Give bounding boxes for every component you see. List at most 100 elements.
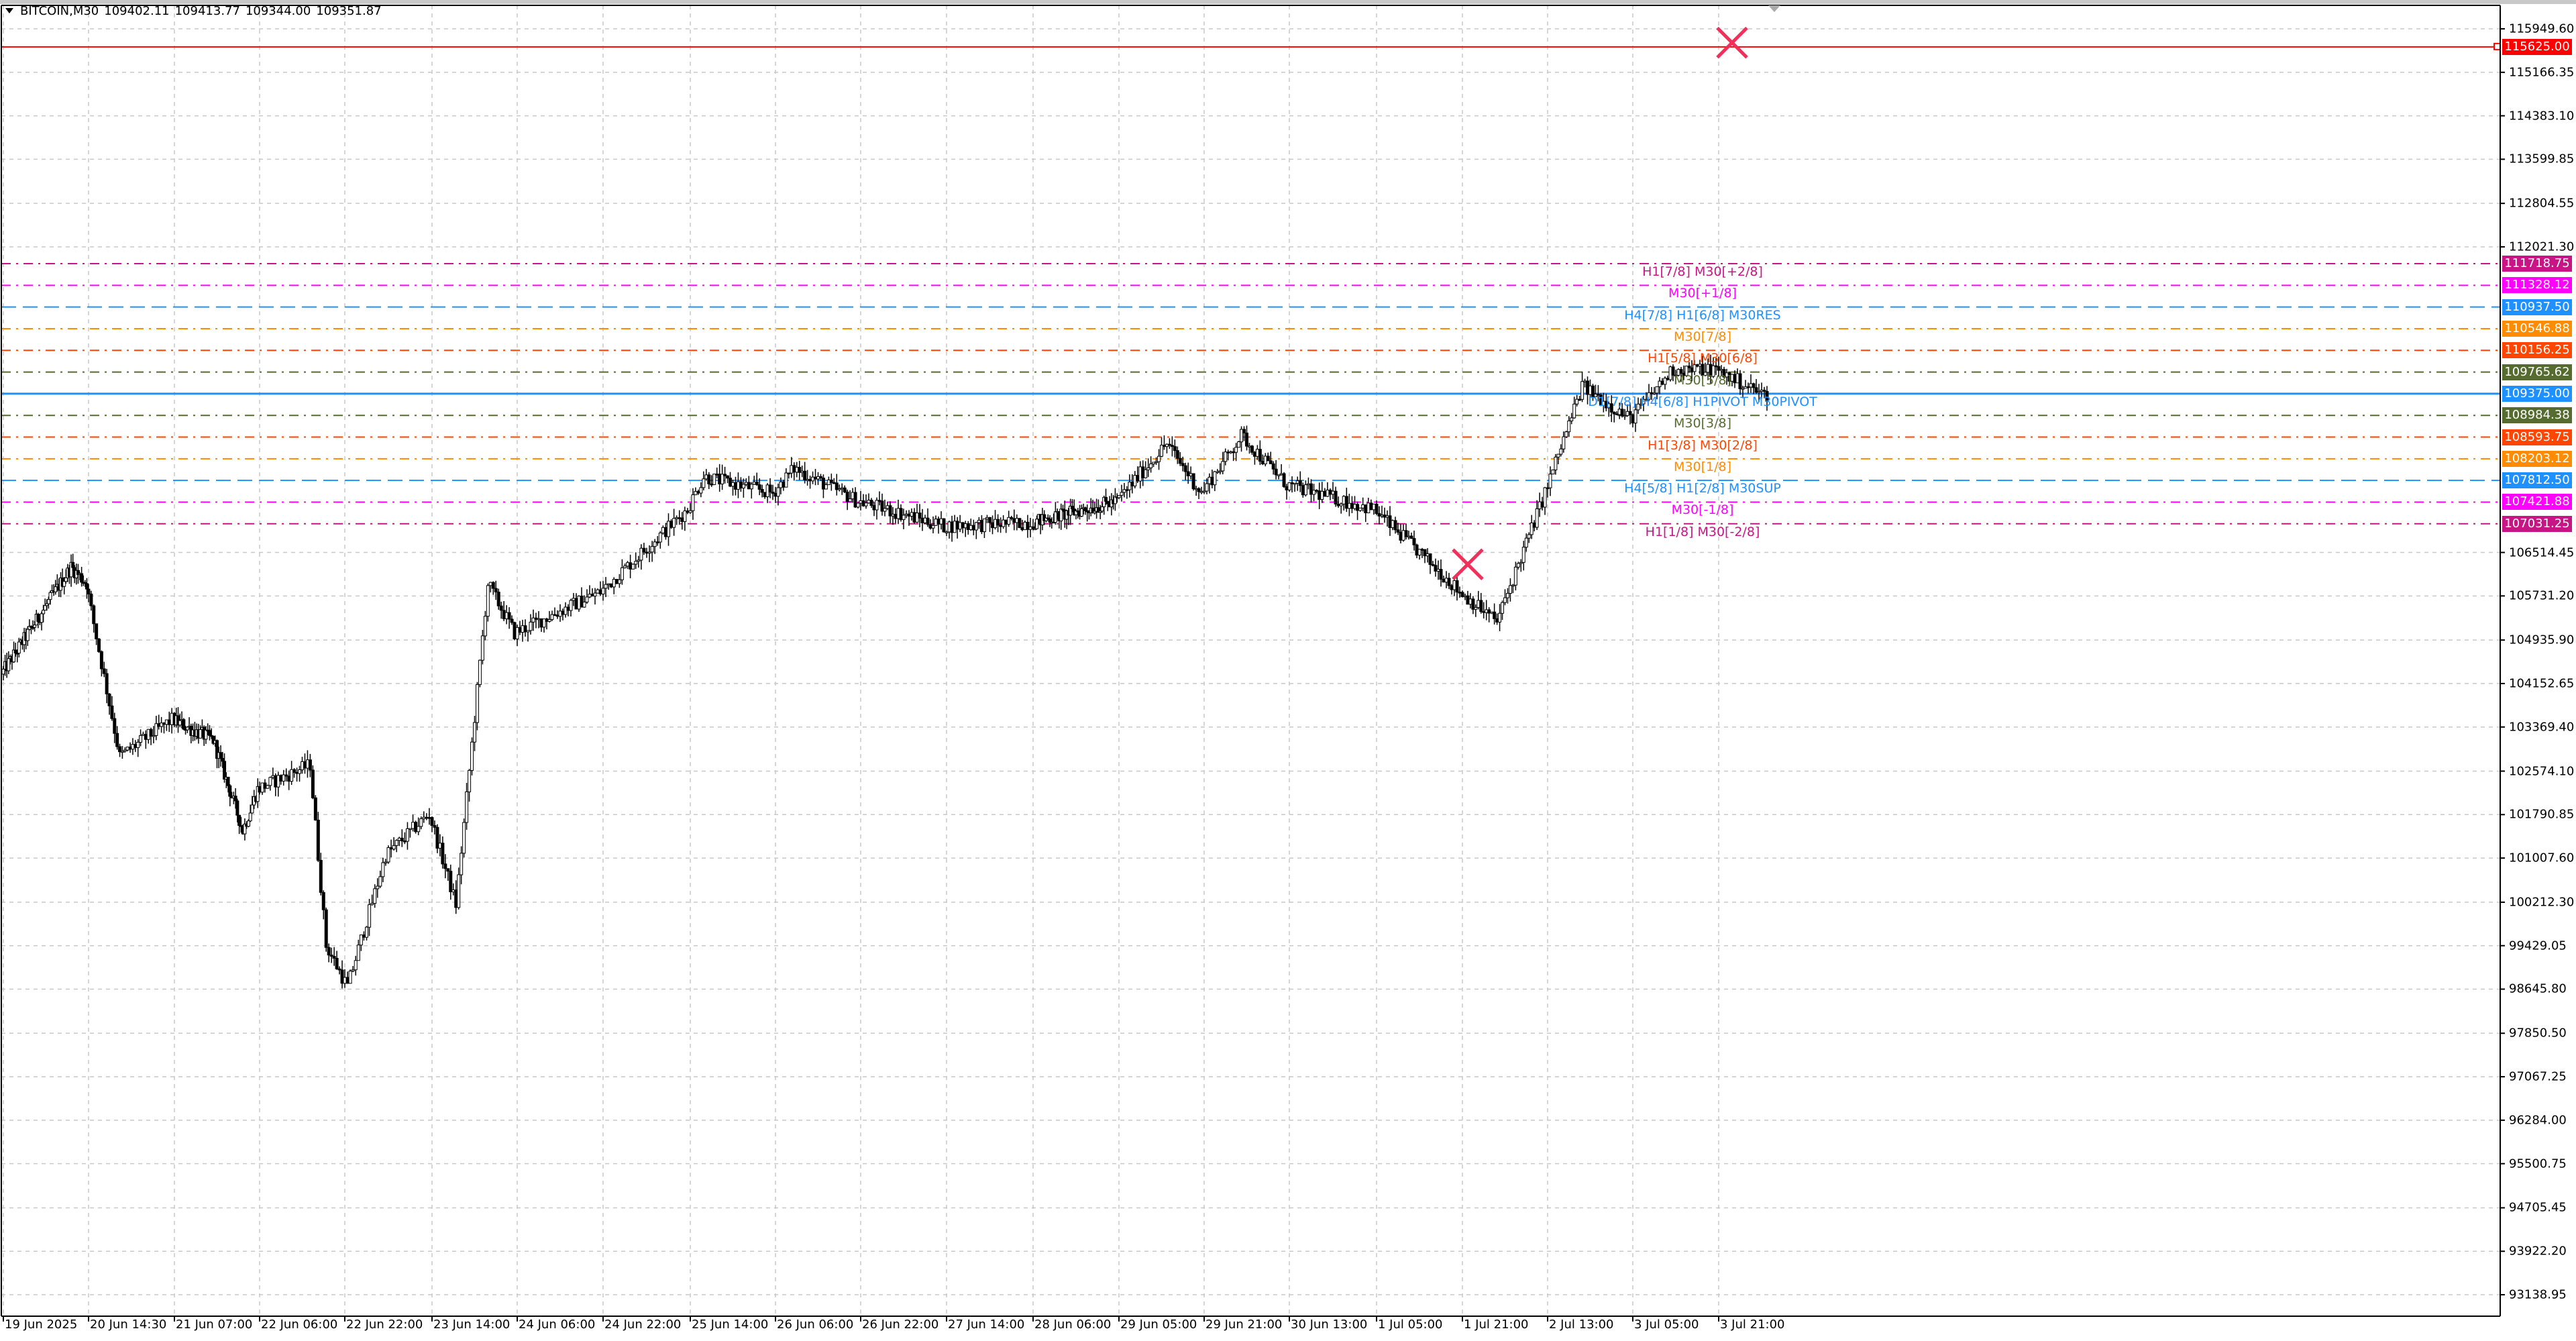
candle xyxy=(1570,413,1574,425)
level-label: D1[7/8] H4[6/8] H1PIVOT M30PIVOT xyxy=(1588,394,1817,409)
candle xyxy=(17,637,21,658)
line-handle[interactable] xyxy=(2493,42,2501,50)
candle xyxy=(1044,517,1048,523)
candle xyxy=(982,519,986,538)
candle xyxy=(1083,506,1087,515)
candle xyxy=(1224,448,1228,466)
candle xyxy=(531,609,535,631)
candle xyxy=(1548,466,1552,496)
level-price-label: 110937.50 xyxy=(2502,299,2572,315)
price-axis-label: 98645.80 xyxy=(2509,981,2567,996)
candle xyxy=(1623,409,1627,420)
candle xyxy=(1434,558,1438,577)
candle xyxy=(368,898,372,936)
candle xyxy=(1620,403,1624,418)
candle xyxy=(1471,596,1475,614)
candle xyxy=(1167,438,1171,449)
level-label: H1[5/8] M30[6/8] xyxy=(1648,351,1758,366)
candle xyxy=(33,621,37,632)
candle xyxy=(1120,484,1124,502)
candle xyxy=(853,487,857,508)
candle xyxy=(215,739,219,769)
candle xyxy=(207,725,211,741)
candle xyxy=(152,726,156,744)
candle xyxy=(1100,502,1104,513)
time-axis-label: 1 Jul 05:00 xyxy=(1378,1318,1443,1332)
candle xyxy=(1693,360,1697,376)
candle xyxy=(1652,386,1656,395)
candle xyxy=(642,543,646,555)
candle xyxy=(1516,561,1520,570)
candle xyxy=(771,484,775,500)
candle xyxy=(726,475,730,484)
candle xyxy=(329,947,333,963)
level-label: M30[5/8] xyxy=(1674,372,1731,388)
candle xyxy=(284,768,288,782)
candle xyxy=(102,661,106,678)
candle xyxy=(351,965,355,973)
candle xyxy=(92,604,96,633)
candle xyxy=(1559,444,1563,457)
candle xyxy=(473,716,476,751)
candle xyxy=(1738,370,1742,395)
candle xyxy=(1061,504,1065,513)
candle xyxy=(650,541,654,562)
candle xyxy=(36,612,40,629)
candle xyxy=(1344,488,1348,513)
candle xyxy=(1575,394,1579,407)
candle xyxy=(691,488,695,520)
level-price-label: 109375.00 xyxy=(2502,385,2572,402)
level-price-label: 108984.38 xyxy=(2502,407,2572,424)
candle xyxy=(99,650,103,677)
candle xyxy=(468,769,472,802)
candle xyxy=(585,589,589,604)
candle xyxy=(235,798,239,823)
candle xyxy=(417,817,421,836)
price-axis-label: 99429.05 xyxy=(2509,938,2567,953)
candle xyxy=(435,824,439,853)
candle xyxy=(491,581,495,595)
candle xyxy=(228,784,232,806)
candle xyxy=(1599,393,1603,407)
cross-icon[interactable] xyxy=(1716,26,1748,59)
candle xyxy=(883,499,887,517)
candle xyxy=(755,472,759,486)
level-label: M30[1/8] xyxy=(1674,459,1731,474)
cross-icon[interactable] xyxy=(1452,548,1484,581)
candle xyxy=(1046,514,1050,521)
candle xyxy=(1146,458,1150,478)
target-price-label: 115625.00 xyxy=(2502,38,2572,55)
candle xyxy=(784,468,788,488)
candle xyxy=(803,462,807,484)
candle xyxy=(623,564,627,569)
candle xyxy=(547,610,551,623)
candle xyxy=(409,828,412,838)
candle xyxy=(486,583,490,622)
candle xyxy=(1609,395,1613,423)
candle xyxy=(1242,426,1246,441)
candle xyxy=(647,545,651,562)
candle xyxy=(1356,501,1360,521)
candle xyxy=(107,693,111,715)
candle xyxy=(1298,471,1302,492)
candle xyxy=(1519,559,1523,572)
candle xyxy=(292,768,297,778)
candle xyxy=(1508,578,1512,602)
candle xyxy=(1157,449,1161,470)
candle xyxy=(688,502,692,514)
candle xyxy=(1079,504,1083,517)
candle xyxy=(1026,515,1030,538)
candle xyxy=(115,726,119,750)
chart-shift-marker-icon[interactable] xyxy=(1768,5,1780,12)
level-price-label: 110156.25 xyxy=(2502,342,2572,359)
price-axis-label: 93138.95 xyxy=(2509,1287,2567,1302)
dropdown-triangle-icon[interactable] xyxy=(5,8,13,13)
price-axis-label: 105731.20 xyxy=(2509,588,2575,603)
time-axis-label: 22 Jun 06:00 xyxy=(261,1318,338,1332)
candle xyxy=(945,531,949,537)
candle xyxy=(1183,462,1187,480)
candle xyxy=(918,504,922,527)
candle xyxy=(1663,376,1667,390)
candle xyxy=(1035,515,1039,530)
